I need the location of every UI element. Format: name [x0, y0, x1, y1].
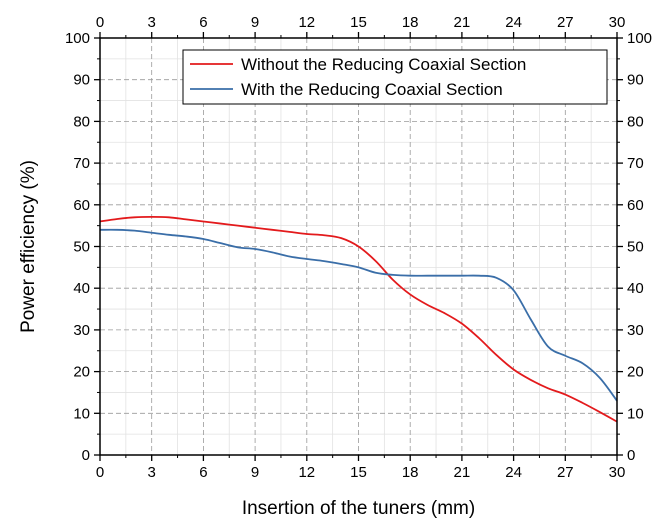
x-tick-label-bottom: 12: [298, 464, 315, 481]
x-tick-label-top: 12: [298, 14, 315, 31]
y-axis-label: Power efficiency (%): [18, 160, 39, 333]
x-tick-label-top: 24: [505, 14, 522, 31]
x-tick-label-bottom: 27: [557, 464, 574, 481]
x-tick-label-top: 21: [454, 14, 471, 31]
y-tick-label-left: 50: [73, 239, 90, 256]
series-line-with-reducing-section: [99, 228, 618, 402]
y-tick-label-right: 40: [627, 280, 644, 297]
y-tick-label-right: 20: [627, 364, 644, 381]
x-tick-label-bottom: 9: [251, 464, 259, 481]
x-tick-label-bottom: 15: [350, 464, 367, 481]
y-tick-label-left: 10: [73, 405, 90, 422]
y-tick-label-right: 60: [627, 197, 644, 214]
x-axis-label: Insertion of the tuners (mm): [242, 498, 475, 519]
legend: Without the Reducing Coaxial Section Wit…: [182, 49, 608, 105]
y-tick-label-right: 100: [627, 30, 652, 47]
y-tick-label-right: 0: [627, 447, 635, 464]
x-tick-label-top: 9: [251, 14, 259, 31]
y-tick-label-right: 70: [627, 155, 644, 172]
axis-ticks: [94, 32, 623, 461]
y-tick-label-right: 10: [627, 405, 644, 422]
x-tick-label-top: 30: [609, 14, 626, 31]
x-tick-label-top: 6: [199, 14, 207, 31]
x-tick-label-top: 15: [350, 14, 367, 31]
x-tick-label-bottom: 24: [505, 464, 522, 481]
legend-box: [182, 49, 608, 105]
legend-label-with-reducing-section: With the Reducing Coaxial Section: [241, 80, 503, 99]
x-tick-label-bottom: 3: [148, 464, 156, 481]
x-tick-label-top: 18: [402, 14, 419, 31]
y-tick-label-right: 90: [627, 72, 644, 89]
y-tick-label-left: 0: [82, 447, 90, 464]
x-tick-label-bottom: 0: [96, 464, 104, 481]
y-tick-label-right: 80: [627, 113, 644, 130]
series-line-without-reducing-section: [99, 215, 618, 423]
y-tick-label-left: 70: [73, 155, 90, 172]
x-tick-label-bottom: 18: [402, 464, 419, 481]
series-layer: [99, 215, 618, 423]
y-tick-label-left: 80: [73, 113, 90, 130]
y-tick-label-left: 90: [73, 72, 90, 89]
y-tick-label-left: 40: [73, 280, 90, 297]
y-tick-label-left: 30: [73, 322, 90, 339]
x-tick-label-top: 27: [557, 14, 574, 31]
x-tick-label-bottom: 6: [199, 464, 207, 481]
y-tick-label-left: 20: [73, 364, 90, 381]
y-tick-label-right: 50: [627, 239, 644, 256]
x-tick-label-bottom: 30: [609, 464, 626, 481]
x-tick-label-top: 0: [96, 14, 104, 31]
y-tick-label-left: 100: [65, 30, 90, 47]
legend-label-without-reducing-section: Without the Reducing Coaxial Section: [241, 55, 526, 74]
x-tick-label-top: 3: [148, 14, 156, 31]
x-tick-label-bottom: 21: [454, 464, 471, 481]
y-tick-label-left: 60: [73, 197, 90, 214]
y-tick-label-right: 30: [627, 322, 644, 339]
